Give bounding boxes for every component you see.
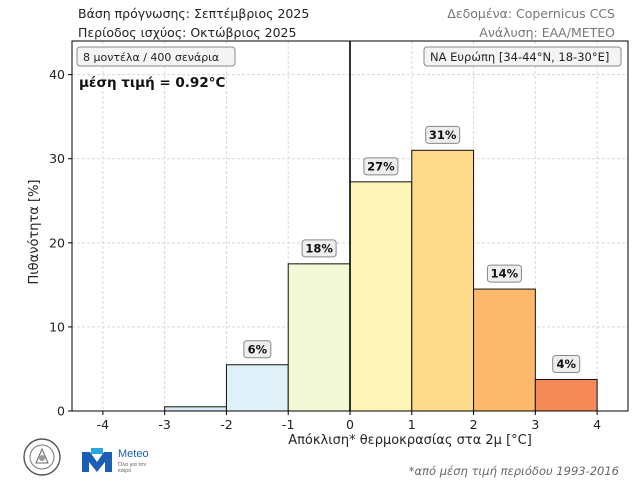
bar-label-box (425, 125, 461, 144)
y-tick-label: 10 (49, 319, 65, 334)
bar-label-box (363, 157, 399, 176)
bar-label: 6% (248, 342, 268, 356)
bar-label: 18% (305, 241, 333, 255)
bar-label: 31% (429, 128, 457, 142)
y-tick-label: 40 (49, 67, 65, 82)
histogram-bar (287, 263, 351, 412)
x-tick-label: 2 (470, 417, 478, 432)
region-text: ΝΑ Ευρώπη [34-44°N, 18-30°E] (430, 50, 609, 64)
x-tick-label: -2 (220, 417, 232, 432)
bar-label: 27% (367, 159, 395, 173)
x-tick-label: -3 (158, 417, 170, 432)
meteo-logo-text: Meteo (118, 448, 149, 460)
mean-value-text: μέση τιμή = 0.92°C (79, 75, 225, 91)
histogram-bar (411, 149, 475, 412)
bar-labels: 6% 18% 27% 31% 14% 4% (243, 125, 581, 373)
y-tick-label: 20 (49, 235, 65, 250)
histogram-bar (164, 406, 227, 412)
models-annotation: 8 μοντέλα / 400 σενάρια (76, 46, 236, 67)
models-text: 8 μοντέλα / 400 σενάρια (83, 51, 219, 64)
meteo-logo: Meteo Όλα για τον καιρό (80, 446, 150, 476)
x-tick-label: -1 (282, 417, 294, 432)
region-annotation: ΝΑ Ευρώπη [34-44°N, 18-30°E] (423, 46, 622, 67)
university-seal-logo (23, 438, 61, 476)
analysis-text: Ανάλυση: ΕΑΑ/ΜΕΤΕΟ (479, 25, 615, 40)
bar-label-box (552, 354, 581, 373)
histogram-bar (349, 181, 413, 412)
meteo-logo-subtext: Όλα για τον καιρό (118, 462, 147, 474)
bar-label-box (486, 264, 522, 283)
bar-label-box (301, 239, 337, 258)
x-tick-label: 0 (346, 417, 354, 432)
histogram-bar (473, 288, 536, 412)
data-source-text: Δεδομένα: Copernicus CCS (447, 6, 615, 21)
x-tick-label: -4 (97, 417, 110, 432)
bar-label-box (243, 340, 272, 359)
forecast-base-text: Βάση πρόγνωσης: Σεπτέμβριος 2025 (78, 6, 310, 21)
x-tick-label: 3 (531, 417, 539, 432)
bars (164, 149, 598, 412)
x-axis-label: Απόκλιση* θερμοκρασίας στα 2μ [°C] (288, 433, 532, 448)
bar-label: 14% (491, 267, 519, 281)
meteo-mark-icon (82, 448, 112, 472)
histogram-bar (225, 364, 289, 412)
bar-label: 4% (556, 357, 576, 371)
y-axis-label: Πιθανότητα [%] (27, 179, 42, 284)
y-tick-label: 0 (57, 404, 65, 419)
y-tick-label: 30 (49, 151, 65, 166)
validity-period-text: Περίοδος ισχύος: Οκτώβριος 2025 (78, 25, 297, 40)
footnote: *από μέση τιμή περιόδου 1993-2016 (408, 464, 619, 478)
x-tick-label: 4 (593, 417, 601, 432)
histogram-bar (534, 378, 598, 412)
x-tick-label: 1 (408, 417, 416, 432)
